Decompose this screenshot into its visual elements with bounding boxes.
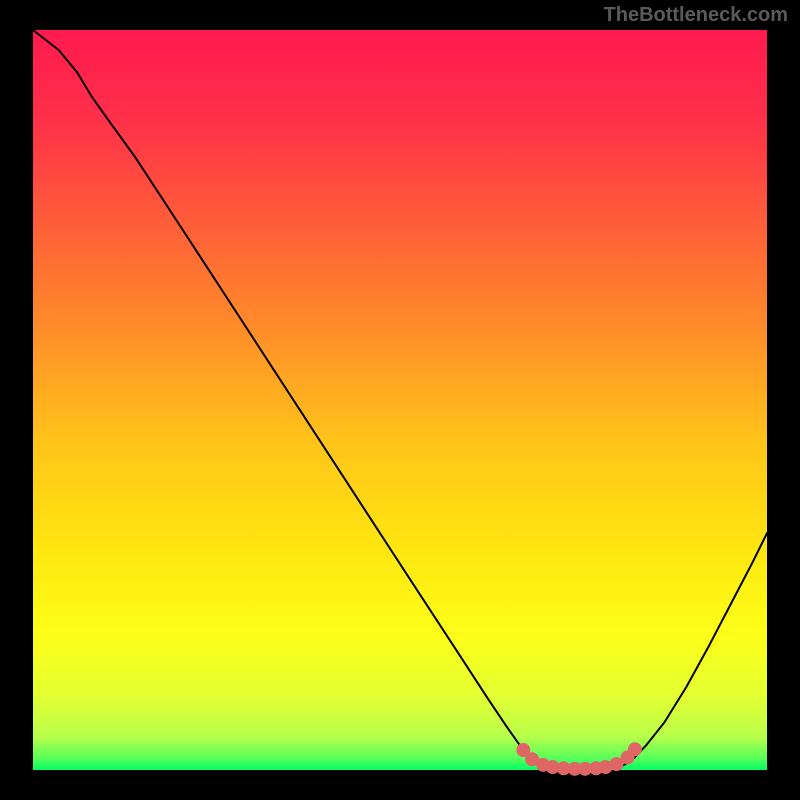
highlight-dot bbox=[628, 742, 642, 756]
chart-container: TheBottleneck.com bbox=[0, 0, 800, 800]
bottleneck-chart bbox=[0, 0, 800, 800]
plot-background bbox=[33, 30, 767, 770]
attribution-text: TheBottleneck.com bbox=[604, 4, 788, 27]
